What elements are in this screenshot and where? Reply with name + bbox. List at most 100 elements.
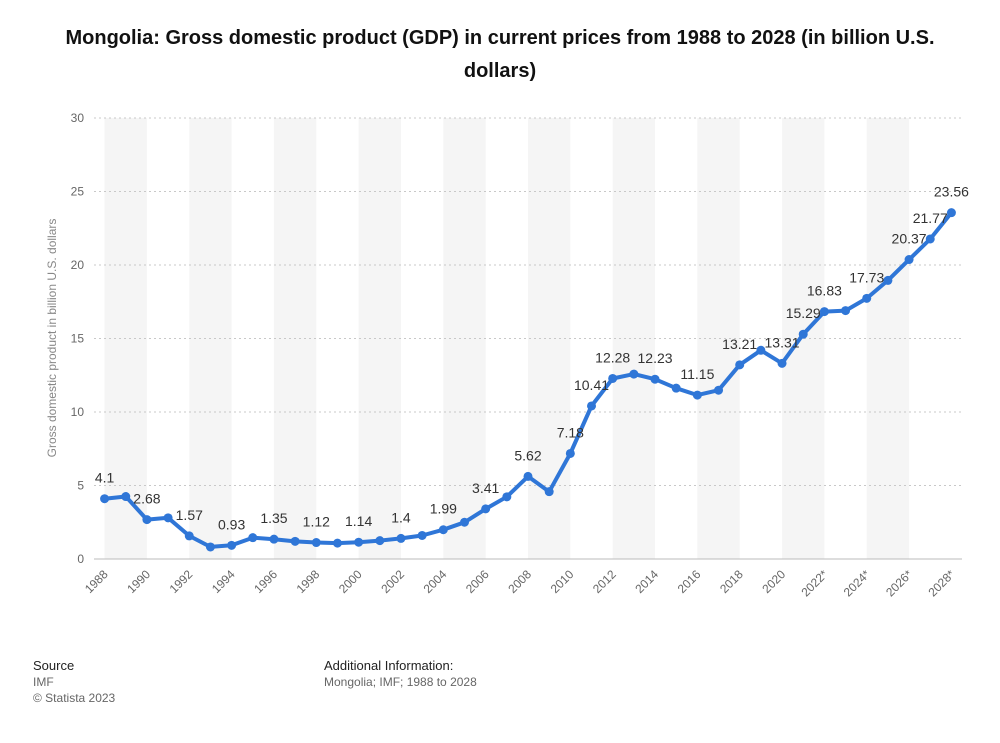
data-point[interactable] [544, 487, 554, 497]
x-tick-label: 2020 [759, 567, 788, 596]
x-tick-label: 2006 [463, 567, 492, 596]
data-point[interactable] [692, 390, 702, 400]
data-point[interactable] [883, 275, 893, 285]
x-tick-label: 2010 [548, 567, 577, 596]
y-tick-label: 20 [71, 258, 85, 272]
data-point[interactable] [587, 401, 597, 411]
y-axis-label: Gross domestic product in billion U.S. d… [45, 219, 59, 458]
data-point[interactable] [184, 531, 194, 541]
data-label: 16.83 [807, 283, 842, 299]
data-point[interactable] [481, 504, 491, 514]
data-point[interactable] [735, 360, 745, 370]
data-point[interactable] [396, 533, 406, 543]
additional-info-heading: Additional Information: [324, 658, 454, 673]
data-label: 5.62 [514, 447, 541, 463]
data-label: 2.68 [133, 491, 160, 507]
data-label: 12.23 [638, 350, 673, 366]
source-heading: Source [33, 658, 75, 673]
data-points [100, 208, 956, 552]
data-point[interactable] [650, 374, 660, 384]
copyright-text: © Statista 2023 [33, 691, 116, 705]
x-tick-label: 2016 [675, 567, 704, 596]
data-point[interactable] [502, 492, 512, 502]
data-label: 23.56 [934, 184, 969, 200]
data-point[interactable] [248, 533, 258, 543]
data-label: 20.37 [892, 231, 927, 247]
data-label: 13.31 [765, 334, 800, 350]
gridlines [94, 117, 962, 560]
x-tick-label: 1994 [209, 567, 238, 596]
data-labels: 4.1 2.68 1.57 0.93 1.35 1.12 1.14 1.4 1.99 3.41 5.… [95, 184, 969, 533]
x-tick-label: 2000 [336, 567, 365, 596]
data-point[interactable] [121, 492, 131, 502]
data-label: 12.28 [595, 349, 630, 365]
data-label: 3.41 [472, 480, 499, 496]
data-point[interactable] [904, 255, 914, 265]
data-point[interactable] [798, 329, 808, 339]
data-label: 1.99 [430, 501, 457, 517]
data-label: 7.18 [557, 424, 584, 440]
x-tick-label: 2026* [883, 567, 915, 599]
data-point[interactable] [163, 513, 173, 523]
y-tick-label: 25 [71, 185, 85, 199]
data-point[interactable] [862, 293, 872, 303]
data-point[interactable] [438, 525, 448, 535]
data-point[interactable] [714, 385, 724, 395]
x-tick-label: 2022* [798, 567, 830, 599]
data-point[interactable] [629, 369, 639, 379]
x-tick-label: 2004 [421, 567, 450, 596]
chart-title: Mongolia: Gross domestic product (GDP) i… [65, 27, 935, 82]
data-label: 4.1 [95, 470, 115, 486]
data-point[interactable] [777, 358, 787, 368]
x-tick-label: 2024* [841, 567, 873, 599]
data-point[interactable] [417, 530, 427, 540]
data-point[interactable] [925, 234, 935, 244]
data-point[interactable] [459, 517, 469, 527]
data-label: 1.4 [391, 509, 411, 525]
source-text: IMF [33, 675, 54, 689]
data-point[interactable] [841, 306, 851, 316]
y-tick-label: 15 [71, 332, 85, 346]
y-tick-label: 10 [71, 405, 85, 419]
data-point[interactable] [565, 448, 575, 458]
y-tick-label: 5 [77, 479, 84, 493]
data-point[interactable] [142, 515, 152, 525]
data-point[interactable] [819, 307, 829, 317]
y-axis-ticks: 0 5 10 15 20 25 30 [71, 111, 85, 566]
x-tick-label: 1996 [251, 567, 280, 596]
x-tick-label: 2018 [717, 567, 746, 596]
data-label: 1.57 [176, 507, 203, 523]
data-point[interactable] [608, 373, 618, 383]
data-point[interactable] [311, 538, 321, 548]
x-tick-label: 1992 [167, 567, 196, 596]
data-point[interactable] [100, 494, 110, 504]
data-point[interactable] [332, 538, 342, 548]
data-point[interactable] [756, 345, 766, 355]
column-band [866, 118, 910, 559]
x-axis-ticks: 1988 1990 1992 1994 1996 1998 2000 2002 2004 2006… [82, 567, 958, 599]
data-point[interactable] [523, 471, 533, 481]
data-label: 13.21 [722, 336, 757, 352]
x-tick-label: 1988 [82, 567, 111, 596]
y-tick-label: 30 [71, 111, 85, 125]
data-label: 1.35 [260, 510, 287, 526]
data-label: 1.12 [303, 514, 330, 530]
data-point[interactable] [354, 537, 364, 547]
data-label: 21.77 [913, 210, 948, 226]
data-label: 0.93 [218, 516, 245, 532]
x-tick-label: 1998 [294, 567, 323, 596]
data-point[interactable] [375, 536, 385, 546]
data-point[interactable] [269, 534, 279, 544]
data-label: 15.29 [786, 305, 821, 321]
data-point[interactable] [227, 540, 237, 550]
data-point[interactable] [671, 383, 681, 393]
data-label: 1.14 [345, 513, 372, 529]
x-tick-label: 2014 [632, 567, 661, 596]
x-tick-label: 2008 [505, 567, 534, 596]
data-point[interactable] [290, 536, 300, 546]
data-point[interactable] [205, 542, 215, 552]
additional-info-text: Mongolia; IMF; 1988 to 2028 [324, 675, 477, 689]
data-point[interactable] [946, 208, 956, 218]
x-tick-label: 2028* [925, 567, 957, 599]
